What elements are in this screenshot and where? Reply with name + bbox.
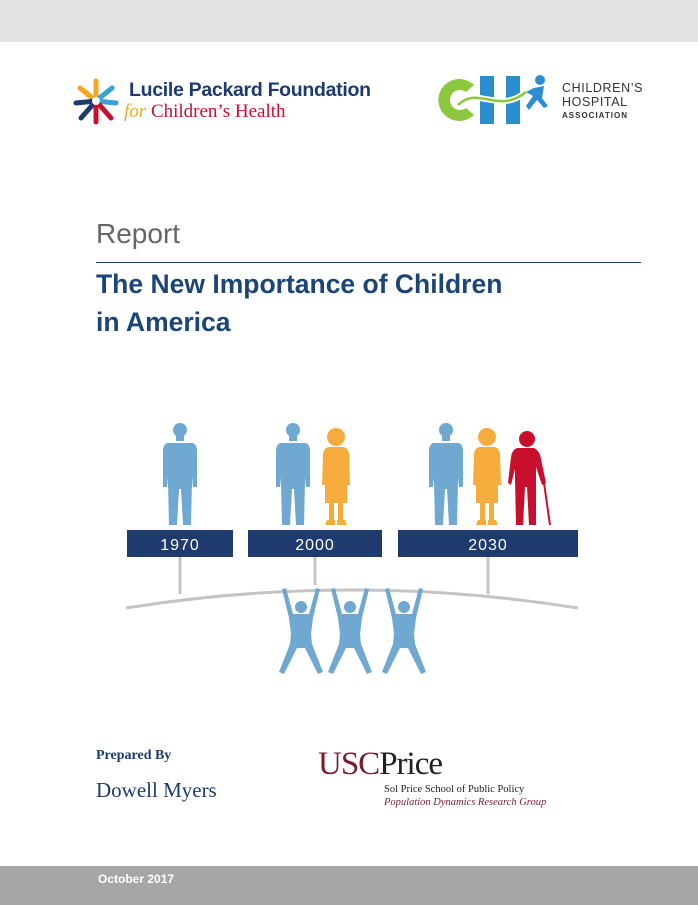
usc-text: USC <box>318 746 380 782</box>
year-label-2030: 2030 <box>468 537 508 554</box>
childrens-hospital-association-logo: CHILDREN’S HOSPITAL ASSOCIATION <box>430 72 650 128</box>
title-divider <box>96 262 641 263</box>
usc-school-name: Sol Price School of Public Policy <box>384 784 525 795</box>
cha-line3: ASSOCIATION <box>562 111 628 120</box>
lucile-packard-logo: Lucile Packard Foundation for Children’s… <box>72 74 371 130</box>
senior-figure-2000 <box>322 428 350 525</box>
report-title-line1: The New Importance of Children <box>96 269 503 299</box>
adult-figure-2030 <box>429 423 463 525</box>
senior-figure-2030 <box>473 428 501 525</box>
year-box-2030 <box>398 530 578 557</box>
report-date: October 2017 <box>98 872 175 886</box>
adult-figure-2000 <box>276 423 310 525</box>
seesaw-beam <box>125 588 579 610</box>
cha-monogram-icon <box>438 75 548 124</box>
lpf-name: Lucile Packard Foundation <box>129 79 371 101</box>
lpf-for: for <box>124 101 147 122</box>
report-title-line2: in America <box>96 307 231 337</box>
usc-research-group: Population Dynamics Research Group <box>384 797 547 808</box>
cha-line2: HOSPITAL <box>562 95 628 109</box>
year-box-1970 <box>127 530 233 557</box>
usc-price-wordmark: USCPrice <box>318 746 443 782</box>
child-figure-2 <box>328 588 372 674</box>
elder-figure-2030 <box>507 430 551 526</box>
lpf-tagline: for Children’s Health <box>124 101 286 123</box>
usc-price-logo: USCPrice Sol Price School of Public Poli… <box>318 746 558 816</box>
report-label: Report <box>96 218 181 249</box>
child-figure-3 <box>382 588 426 674</box>
year-label-1970: 1970 <box>160 537 200 554</box>
lpf-childrens-health: Children’s Health <box>146 101 286 122</box>
year-box-2000 <box>248 530 382 557</box>
report-title: The New Importance of Children in Americ… <box>96 265 502 341</box>
top-band <box>0 0 698 42</box>
prepared-by-label: Prepared By <box>96 748 172 763</box>
star-burst-logo-icon <box>73 78 119 125</box>
price-text: Price <box>379 746 443 782</box>
year-label-2000: 2000 <box>295 537 335 554</box>
cha-wordmark: CHILDREN’S HOSPITAL ASSOCIATION <box>562 81 643 123</box>
cha-line1: CHILDREN’S <box>562 81 644 95</box>
population-illustration: 1970 2000 2030 <box>125 423 579 674</box>
child-figure-1 <box>279 588 323 674</box>
adult-figure-1970 <box>163 423 197 525</box>
bottom-band <box>0 866 698 905</box>
author-name: Dowell Myers <box>96 778 217 802</box>
